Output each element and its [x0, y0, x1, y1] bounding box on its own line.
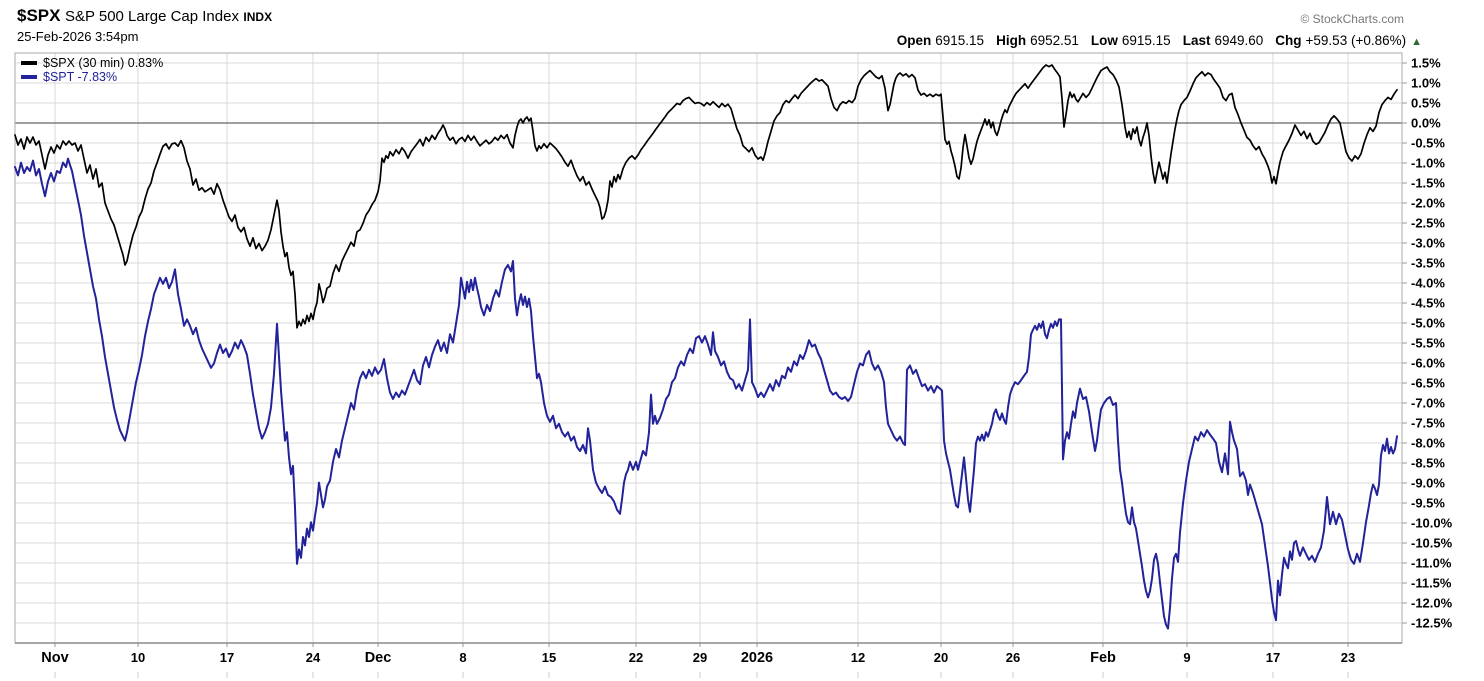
x-tick-label: 8 [459, 650, 466, 665]
y-tick-label: -9.0% [1411, 476, 1445, 491]
y-tick-label: -2.0% [1411, 196, 1445, 211]
y-tick-label: -10.0% [1411, 516, 1453, 531]
quote-value-last: 6949.60 [1214, 33, 1264, 48]
chart-legend: $SPX (30 min) 0.83% $SPT -7.83% [21, 56, 163, 84]
y-tick-label: 0.5% [1411, 96, 1441, 111]
exchange-label: INDX [243, 10, 273, 24]
legend-swatch-icon [21, 61, 37, 65]
x-tick-label: 26 [1006, 650, 1020, 665]
quote-label-low: Low [1090, 33, 1118, 48]
y-tick-label: -1.5% [1411, 176, 1445, 191]
title-line: $SPX S&P 500 Large Cap Index INDX [17, 7, 272, 26]
x-tick-label: 23 [1341, 650, 1355, 665]
y-tick-label: -5.5% [1411, 336, 1445, 351]
symbol-label: $SPX [17, 6, 61, 25]
index-name: S&P 500 Large Cap Index [64, 8, 239, 25]
y-tick-label: -0.5% [1411, 136, 1445, 151]
legend-row-0: $SPX (30 min) 0.83% [21, 56, 163, 70]
y-tick-label: 0.0% [1411, 116, 1441, 131]
y-tick-label: -6.0% [1411, 356, 1445, 371]
legend-row-1: $SPT -7.83% [21, 70, 163, 84]
x-tick-label: 17 [1266, 650, 1280, 665]
x-tick-label: 2026 [741, 650, 773, 666]
datetime-label: 25-Feb-2026 3:54pm [17, 29, 139, 44]
y-tick-label: -11.5% [1411, 576, 1452, 591]
y-tick-label: -3.5% [1411, 256, 1445, 271]
y-tick-label: -10.5% [1411, 536, 1453, 551]
x-tick-label: Nov [41, 650, 68, 666]
legend-swatch-icon [21, 75, 37, 79]
quote-label-last: Last [1182, 33, 1211, 48]
y-tick-label: -4.0% [1411, 276, 1445, 291]
y-tick-label: -2.5% [1411, 216, 1445, 231]
quote-bar: Open 6915.15 High 6952.51 Low 6915.15 Last 6949… [885, 33, 1422, 48]
quote-value-low: 6915.15 [1121, 33, 1171, 48]
x-tick-label: 22 [629, 650, 643, 665]
y-tick-label: -9.5% [1411, 496, 1445, 511]
quote-label-chg: Chg [1275, 33, 1302, 48]
quote-value-open: 6915.15 [935, 33, 985, 48]
y-tick-label: -4.5% [1411, 296, 1445, 311]
y-tick-label: 1.5% [1411, 56, 1441, 71]
quote-label-open: Open [896, 33, 932, 48]
x-tick-label: 9 [1183, 650, 1190, 665]
y-tick-label: 1.0% [1411, 76, 1441, 91]
legend-label: $SPT -7.83% [43, 70, 118, 84]
x-tick-label: 20 [934, 650, 948, 665]
y-tick-label: -6.5% [1411, 376, 1445, 391]
y-tick-label: -7.5% [1411, 416, 1445, 431]
x-tick-label: 24 [306, 650, 321, 665]
y-tick-label: -8.5% [1411, 456, 1445, 471]
y-tick-label: -12.5% [1411, 616, 1453, 631]
y-tick-label: -3.0% [1411, 236, 1445, 251]
x-tick-label: 17 [220, 650, 234, 665]
x-tick-label: 10 [131, 650, 145, 665]
spx-price-line [14, 64, 1398, 329]
x-tick-label: 15 [542, 650, 556, 665]
x-tick-label: Dec [365, 650, 392, 666]
y-tick-label: -8.0% [1411, 436, 1445, 451]
quote-value-chg: +59.53 (+0.86%) [1305, 33, 1407, 48]
up-arrow-icon: ▲ [1411, 36, 1422, 48]
y-tick-label: -12.0% [1411, 596, 1453, 611]
chart-header: $SPX S&P 500 Large Cap Index INDX 25-Feb… [17, 7, 272, 45]
quote-value-high: 6952.51 [1030, 33, 1079, 48]
y-tick-label: -11.0% [1411, 556, 1452, 571]
copyright-label: © StockCharts.com [1300, 12, 1404, 26]
x-tick-label: Feb [1090, 650, 1116, 666]
spt-price-line [14, 157, 1398, 630]
y-tick-label: -1.0% [1411, 156, 1445, 171]
legend-label: $SPX (30 min) 0.83% [43, 56, 164, 70]
quote-label-high: High [996, 33, 1027, 48]
x-tick-label: 12 [851, 650, 865, 665]
x-tick-label: 29 [693, 650, 707, 665]
y-tick-label: -5.0% [1411, 316, 1445, 331]
y-tick-label: -7.0% [1411, 396, 1445, 411]
